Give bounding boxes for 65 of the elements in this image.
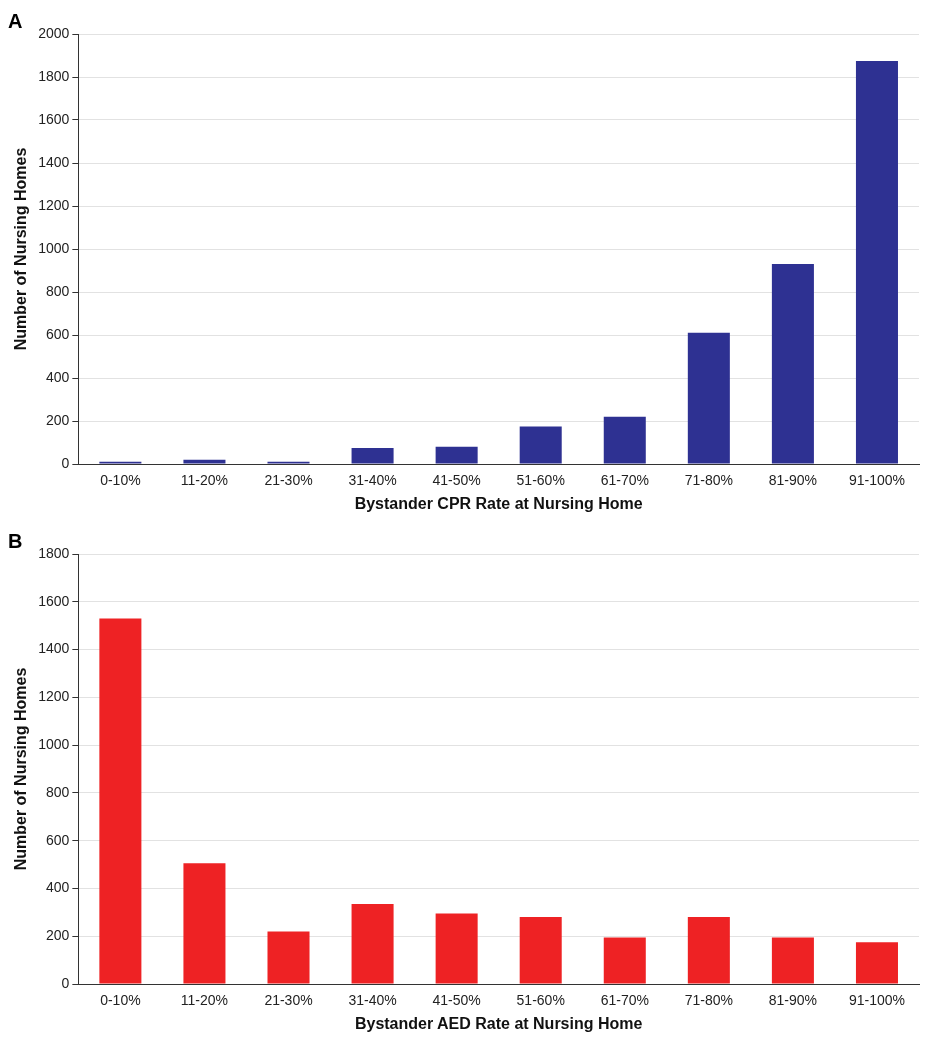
y-axis-title: Number of Nursing Homes xyxy=(12,147,30,351)
x-tick-label: 11-20% xyxy=(180,472,229,489)
x-tick-label: 91-100% xyxy=(848,472,905,489)
x-tick-label: 21-30% xyxy=(264,992,313,1009)
y-tick-label: 1600 xyxy=(38,592,70,609)
x-tick-label: 81-90% xyxy=(768,992,818,1009)
y-tick-label: 200 xyxy=(45,927,70,944)
x-tick-label: 0-10% xyxy=(100,992,141,1009)
y-tick-label: 1000 xyxy=(38,239,70,256)
y-axis-title: Number of Nursing Homes xyxy=(12,667,30,871)
x-tick-label: 0-10% xyxy=(100,472,141,489)
bar xyxy=(603,416,646,464)
bar xyxy=(855,60,898,464)
y-tick-label: 2000 xyxy=(38,24,70,41)
bar xyxy=(771,937,814,984)
y-tick-label: 0 xyxy=(61,974,70,991)
bar xyxy=(267,931,310,984)
x-tick-label: 61-70% xyxy=(600,472,649,489)
x-tick-label: 61-70% xyxy=(600,992,649,1009)
y-tick-label: 800 xyxy=(45,282,70,299)
y-tick-label: 800 xyxy=(45,783,70,800)
bar xyxy=(99,618,142,984)
x-tick-label: 51-60% xyxy=(516,992,565,1009)
x-tick-label: 91-100% xyxy=(848,992,905,1009)
x-tick-label: 21-30% xyxy=(264,472,313,489)
y-tick-label: 1600 xyxy=(38,110,70,127)
chart-title: B xyxy=(8,529,23,552)
bar xyxy=(435,446,478,464)
y-tick-label: 1800 xyxy=(38,544,70,561)
bar xyxy=(351,447,394,464)
x-tick-label: 31-40% xyxy=(348,472,397,489)
bar xyxy=(771,264,814,464)
x-axis-title: Bystander CPR Rate at Nursing Home xyxy=(354,494,643,512)
y-tick-label: 0 xyxy=(61,454,70,471)
bar xyxy=(603,937,646,984)
bar xyxy=(519,426,562,464)
bar xyxy=(519,917,562,984)
bar xyxy=(435,913,478,984)
y-tick-label: 400 xyxy=(45,879,70,896)
bar xyxy=(183,863,226,984)
y-tick-label: 1200 xyxy=(38,196,70,213)
bar xyxy=(351,903,394,984)
x-tick-label: 81-90% xyxy=(768,472,818,489)
x-tick-label: 11-20% xyxy=(180,992,229,1009)
x-axis-title: Bystander AED Rate at Nursing Home xyxy=(354,1014,643,1032)
x-tick-label: 31-40% xyxy=(348,992,397,1009)
y-tick-label: 1400 xyxy=(38,640,70,657)
y-tick-label: 1400 xyxy=(38,153,70,170)
bar xyxy=(855,942,898,984)
y-tick-label: 600 xyxy=(45,831,70,848)
chart-title: A xyxy=(8,9,23,32)
x-tick-label: 71-80% xyxy=(684,472,733,489)
y-tick-label: 1000 xyxy=(38,735,70,752)
y-tick-label: 1200 xyxy=(38,688,70,705)
x-tick-label: 71-80% xyxy=(684,992,733,1009)
y-tick-label: 200 xyxy=(45,411,70,428)
y-tick-label: 600 xyxy=(45,325,70,342)
bar xyxy=(687,332,730,464)
x-tick-label: 41-50% xyxy=(432,992,481,1009)
bar xyxy=(183,459,226,464)
x-tick-label: 41-50% xyxy=(432,472,481,489)
y-tick-label: 1800 xyxy=(38,67,70,84)
bar xyxy=(687,917,730,984)
x-tick-label: 51-60% xyxy=(516,472,565,489)
y-tick-label: 400 xyxy=(45,368,70,385)
